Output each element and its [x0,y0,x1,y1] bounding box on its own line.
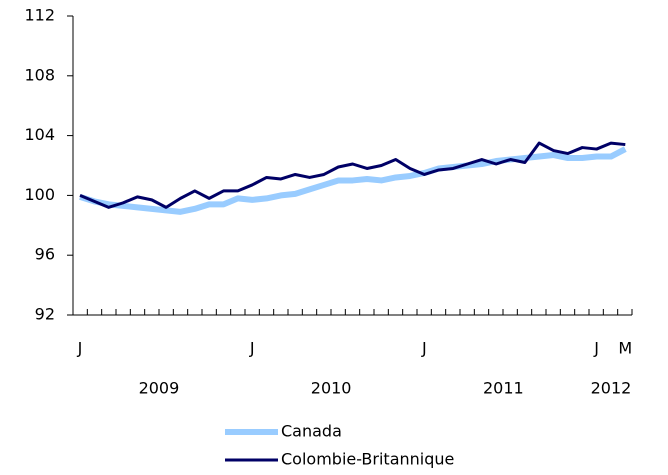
year-label: 2009 [139,379,180,398]
y-tick-label: 92 [35,305,55,324]
y-tick-label: 100 [24,185,55,204]
year-label: 2010 [311,379,352,398]
x-tick-label: M [618,339,632,358]
x-tick-label: J [249,339,255,358]
x-tick-label: J [593,339,599,358]
legend-label: Colombie-Britannique [281,450,454,469]
year-label: 2011 [483,379,524,398]
y-tick-label: 96 [35,245,55,264]
legend-label: Canada [281,422,342,441]
x-tick-label: J [421,339,427,358]
x-tick-label: J [77,339,83,358]
y-tick-label: 108 [24,65,55,84]
year-label: 2012 [591,379,632,398]
series-line [79,146,627,215]
y-tick-label: 104 [24,125,55,144]
y-tick-label: 112 [24,6,55,25]
series-line [79,141,626,209]
